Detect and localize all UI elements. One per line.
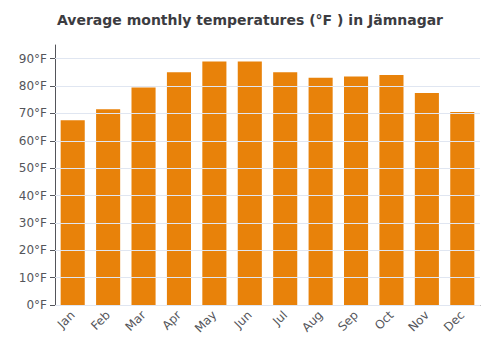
svg-text:90°F: 90°F	[19, 52, 47, 66]
svg-text:40°F: 40°F	[19, 189, 47, 203]
svg-text:Apr: Apr	[159, 308, 184, 333]
svg-text:Nov: Nov	[405, 308, 431, 334]
svg-text:60°F: 60°F	[19, 134, 47, 148]
svg-text:Jul: Jul	[269, 308, 290, 329]
svg-text:May: May	[192, 308, 219, 335]
svg-text:Sep: Sep	[335, 308, 361, 334]
svg-text:Dec: Dec	[441, 308, 467, 334]
svg-text:Feb: Feb	[88, 308, 113, 333]
svg-text:70°F: 70°F	[19, 106, 47, 120]
svg-text:0°F: 0°F	[26, 298, 47, 312]
svg-text:50°F: 50°F	[19, 161, 47, 175]
svg-text:Oct: Oct	[372, 308, 397, 333]
svg-text:Aug: Aug	[299, 308, 325, 334]
svg-text:Jun: Jun	[231, 308, 255, 332]
svg-text:Average monthly temperatures (: Average monthly temperatures (°F ) in Jä…	[57, 12, 443, 28]
svg-text:20°F: 20°F	[19, 243, 47, 257]
svg-text:80°F: 80°F	[19, 79, 47, 93]
svg-text:30°F: 30°F	[19, 216, 47, 230]
svg-text:10°F: 10°F	[19, 271, 47, 285]
svg-text:Jan: Jan	[54, 308, 78, 332]
svg-text:Mar: Mar	[123, 308, 149, 334]
